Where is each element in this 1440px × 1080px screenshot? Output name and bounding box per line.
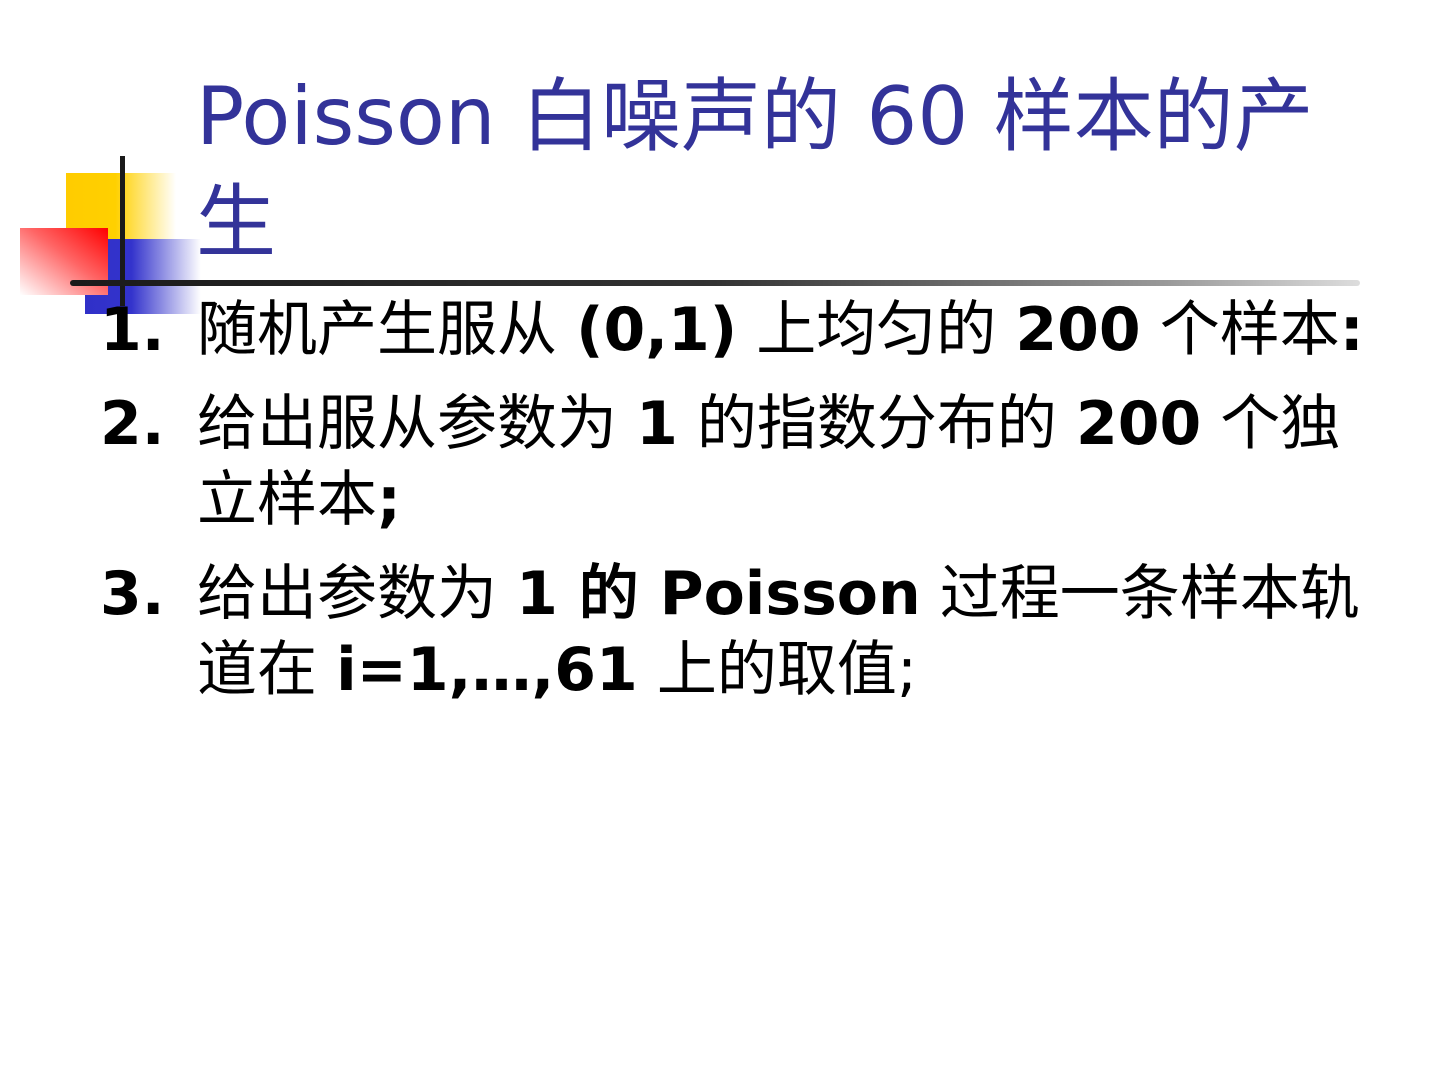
list-text: 上均匀的 — [737, 295, 1016, 365]
list-text: 的指数分布的 — [677, 389, 1076, 459]
title-divider — [70, 280, 1360, 286]
list-text: (0,1) — [576, 295, 738, 365]
list-text: 给出服从参数为 — [197, 389, 637, 459]
list-text: 200 — [1075, 389, 1202, 459]
list-number: 2. — [100, 389, 165, 459]
list-text: : — [1339, 295, 1364, 365]
list-text: 个样本 — [1140, 295, 1340, 365]
list-text: 个独立样本 — [197, 389, 1341, 535]
list-text: ; — [377, 465, 401, 535]
list-text: 200 — [1015, 295, 1141, 365]
list-text: 过程一条样本轨道在 — [197, 559, 1360, 705]
list-item: 2. 给出服从参数为 1 的指数分布的 200 个独立样本; — [100, 386, 1370, 538]
decor-vertical-line — [120, 156, 125, 306]
list-item: 3. 给出参数为 1 的 Poisson 过程一条样本轨道在 i=1,…,61 上… — [100, 556, 1370, 708]
list-text: 给出参数为 — [197, 559, 517, 629]
list-text: 随机产生服从 — [197, 295, 577, 365]
list-text: i=1,…,61 — [336, 635, 638, 705]
list-number: 3. — [100, 559, 165, 629]
list-item: 1. 随机产生服从 (0,1) 上均匀的 200 个样本: — [100, 292, 1370, 368]
slide-title: Poisson 白噪声的 60 样本的产生 — [196, 70, 1314, 269]
bullet-list: 1. 随机产生服从 (0,1) 上均匀的 200 个样本: 2. 给出服从参数为 1 … — [100, 292, 1370, 726]
list-text: 1 — [636, 389, 678, 459]
list-text: 1 的 Poisson — [516, 559, 921, 629]
list-text: 上的取值; — [637, 635, 918, 705]
list-number: 1. — [100, 295, 165, 365]
